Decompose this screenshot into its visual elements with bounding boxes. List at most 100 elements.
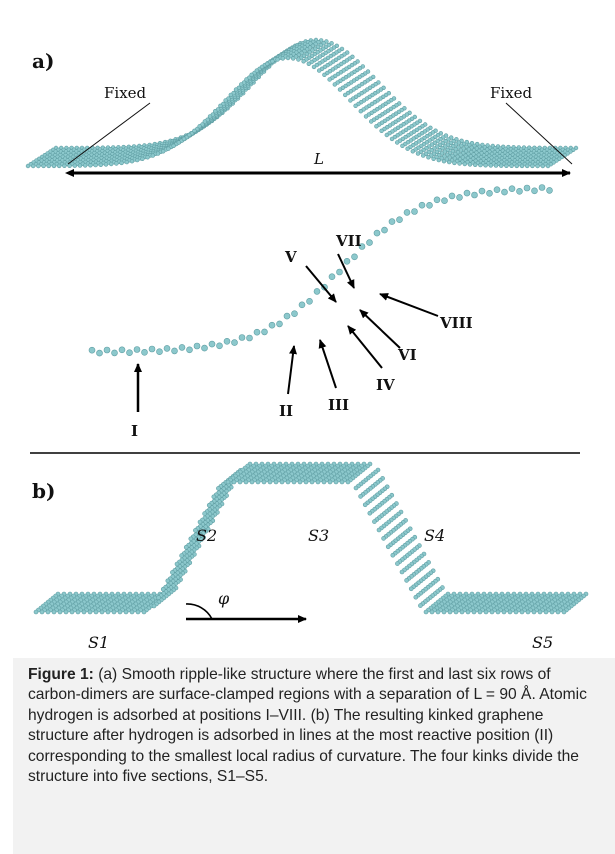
chain-atom: [156, 348, 163, 356]
kinked-atom: [39, 609, 45, 615]
chain-atom: [163, 345, 171, 352]
chain-atom: [141, 348, 148, 356]
kinked-atom: [555, 609, 561, 615]
carbon-atom: [415, 151, 421, 156]
arrow-position-IV: [347, 325, 383, 369]
chain-atom: [388, 218, 396, 225]
kinked-atom: [549, 609, 555, 615]
position-VIII-label: VIII: [439, 314, 473, 332]
caption-text: (a) Smooth ripple-like structure where t…: [28, 666, 587, 786]
carbon-chain-profile: [88, 184, 553, 357]
kinked-atom: [291, 479, 297, 485]
position-II-label: II: [279, 402, 293, 420]
kinked-atom: [225, 479, 231, 485]
carbon-atom: [202, 119, 208, 124]
kinked-atom: [249, 479, 255, 485]
carbon-atom: [410, 149, 415, 154]
carbon-atom: [519, 163, 525, 169]
kinked-atom: [404, 578, 409, 583]
carbon-atom: [488, 163, 493, 168]
arrow-position-VIII: [379, 293, 439, 317]
kinked-atom: [179, 553, 184, 558]
carbon-atom: [259, 64, 265, 70]
section-S1-label: S1: [88, 633, 109, 652]
chain-atom: [501, 188, 508, 196]
kinked-atom: [561, 609, 567, 615]
kinked-atom: [423, 609, 429, 615]
carbon-atom: [223, 98, 228, 103]
panel-b-label: b): [32, 479, 55, 503]
kinked-atom: [69, 609, 75, 615]
kinked-atom: [87, 609, 93, 615]
carbon-atom: [291, 56, 296, 61]
kinked-atom: [151, 603, 157, 609]
carbon-atom: [374, 124, 379, 129]
carbon-atom: [41, 163, 46, 169]
carbon-atom: [358, 108, 363, 114]
chain-atom: [298, 301, 306, 309]
carbon-atom: [150, 153, 156, 158]
kinked-atom: [231, 479, 237, 485]
carbon-atom: [140, 156, 145, 162]
carbon-atom: [426, 155, 431, 160]
fixed-left-label: Fixed: [104, 84, 147, 102]
chain-atom: [366, 239, 373, 246]
carbon-atom: [296, 57, 301, 62]
kinked-atom: [193, 528, 198, 533]
chain-atom: [193, 342, 201, 350]
carbon-atom: [457, 161, 462, 166]
kinked-atom: [408, 586, 414, 592]
chain-atom: [426, 202, 433, 209]
carbon-atom: [82, 163, 88, 168]
fixed-right-pointer: [505, 102, 573, 165]
carbon-atom: [462, 161, 467, 167]
carbon-atom: [72, 163, 78, 168]
kinked-atom: [211, 494, 217, 500]
kinked-atom: [471, 609, 477, 615]
chain-atom: [486, 190, 493, 197]
kinked-atom: [123, 609, 129, 615]
chain-atom: [373, 229, 381, 237]
chain-atom: [306, 297, 313, 305]
kinked-atom: [170, 570, 175, 575]
carbon-atom: [285, 55, 291, 61]
figure-frame: [13, 0, 615, 854]
chain-atom: [313, 288, 321, 295]
kinked-atom: [390, 552, 396, 558]
carbon-atom: [343, 92, 348, 98]
chain-atom: [433, 196, 441, 204]
kinked-atom: [309, 479, 315, 485]
carbon-atom: [436, 157, 441, 163]
carbon-atom: [135, 157, 140, 163]
kinked-atom: [51, 609, 57, 615]
chain-atom: [358, 243, 366, 250]
chain-atom: [238, 334, 246, 341]
kinked-atom: [495, 609, 501, 615]
chain-atom: [538, 184, 546, 191]
chain-atom: [336, 268, 343, 276]
kinked-atom: [63, 609, 69, 615]
chain-atom: [126, 349, 133, 357]
chain-atom: [418, 201, 426, 209]
chain-atom: [201, 344, 208, 352]
kinked-atom: [285, 479, 291, 485]
kinked-atom: [105, 609, 111, 615]
kinked-atom: [45, 609, 51, 615]
carbon-atom: [228, 92, 234, 98]
kinked-atom: [206, 502, 212, 508]
carbon-atom: [509, 163, 514, 169]
chain-atom: [403, 209, 411, 216]
kinked-atom: [273, 479, 279, 485]
kinked-atom: [57, 609, 63, 615]
chain-atom: [208, 340, 216, 348]
chain-atom: [268, 321, 276, 329]
carbon-atom: [166, 146, 171, 151]
kinked-atom: [353, 485, 359, 491]
kinked-atom: [243, 479, 249, 485]
kinked-atom: [99, 609, 105, 615]
kinked-atom: [395, 561, 400, 566]
carbon-atom: [103, 162, 109, 167]
carbon-atom: [171, 143, 176, 149]
kinked-graphene-sheet: [33, 461, 589, 615]
